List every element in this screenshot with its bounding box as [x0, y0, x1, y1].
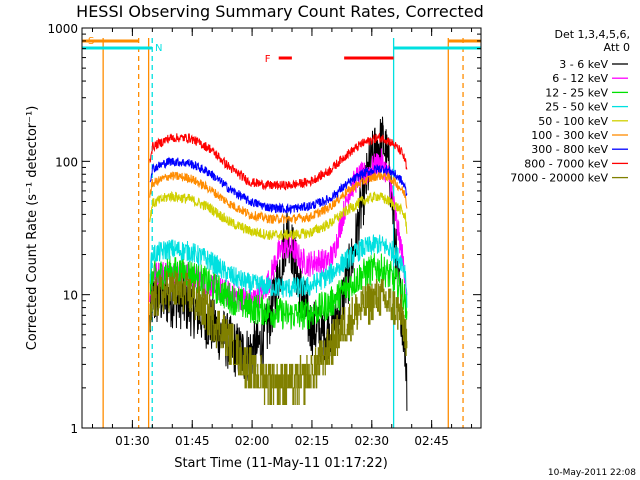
y-tick-label: 100 — [55, 155, 78, 169]
y-tick-label: 1 — [70, 422, 78, 436]
chart-title: HESSI Observing Summary Count Rates, Cor… — [76, 2, 484, 21]
flag-bars: S N F — [82, 36, 481, 65]
x-tick-label: 02:45 — [414, 434, 449, 448]
x-tick-label: 01:30 — [115, 434, 150, 448]
x-tick-label: 02:30 — [354, 434, 389, 448]
legend-label: 800 - 7000 keV — [524, 157, 608, 170]
series-line-5 — [149, 171, 408, 225]
legend-label: 50 - 100 keV — [538, 115, 608, 128]
legend-label: 300 - 800 keV — [531, 143, 608, 156]
series-line-6 — [149, 156, 408, 215]
series-line-2 — [149, 253, 408, 330]
saa-flag-label: S — [88, 36, 94, 47]
series-line-8 — [149, 270, 408, 405]
legend-label: 6 - 12 keV — [552, 72, 608, 85]
marker-lines — [102, 38, 464, 428]
flare-flag-label: F — [265, 54, 271, 65]
x-tick-label: 02:15 — [295, 434, 330, 448]
series-lines — [149, 116, 408, 411]
legend-label: 7000 - 20000 keV — [510, 172, 608, 185]
y-axis-label: Corrected Count Rate (s⁻¹ detector⁻¹) — [25, 106, 40, 351]
legend-label: 100 - 300 keV — [531, 129, 608, 142]
y-tick-label: 10 — [63, 289, 78, 303]
night-flag-label: N — [155, 43, 162, 54]
x-axis-label: Start Time (11-May-11 01:17:22) — [174, 456, 388, 471]
axes: 01:30 01:45 02:00 02:15 02:30 02:45 1 10 100 1000 — [47, 22, 481, 448]
legend-label: 3 - 6 keV — [559, 58, 608, 71]
plot-frame — [81, 27, 482, 429]
legend-header-line-1: Det 1,3,4,5,6, — [554, 28, 630, 41]
legend-label: 12 - 25 keV — [545, 86, 608, 99]
x-tick-label: 02:00 — [235, 434, 270, 448]
footer-date: 10-May-2011 22:08 — [548, 468, 636, 478]
series-line-4 — [149, 191, 408, 241]
plot-area: S N F 01:30 01:45 02:00 02:15 02:30 02:45 1 10 100… — [47, 22, 482, 448]
legend-header-line-2: Att 0 — [604, 41, 630, 54]
legend-label: 25 - 50 keV — [545, 101, 608, 114]
y-tick-label: 1000 — [47, 22, 78, 36]
series-line-3 — [149, 234, 408, 308]
series-line-7 — [149, 132, 408, 191]
x-tick-label: 01:45 — [175, 434, 210, 448]
